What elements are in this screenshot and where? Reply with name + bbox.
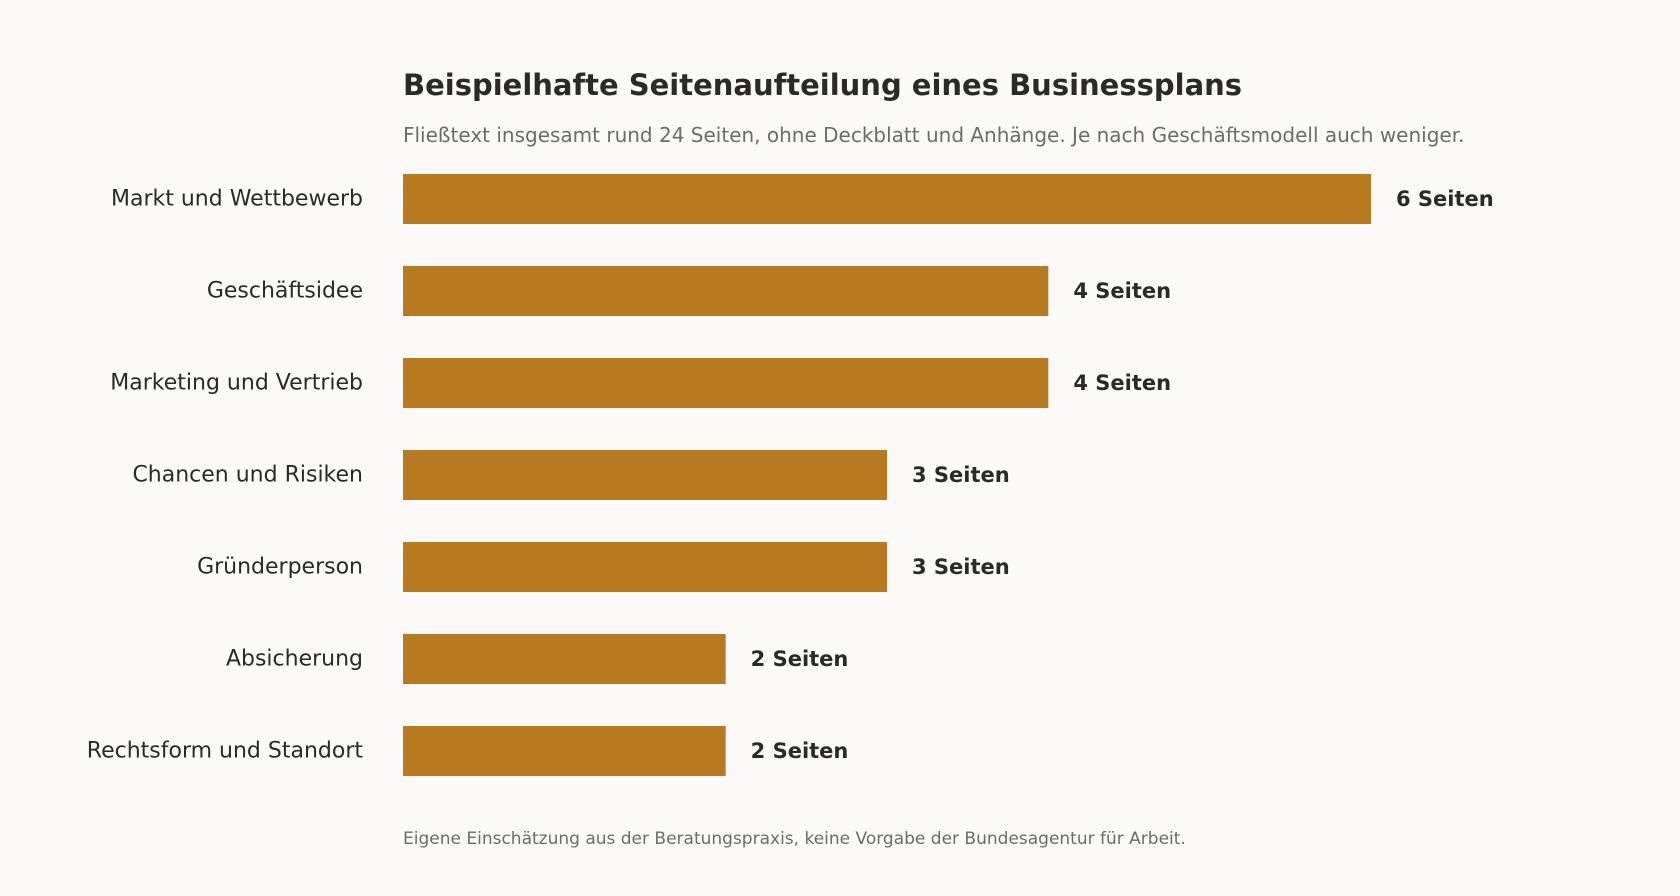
bar-0 — [403, 174, 1371, 224]
bar-3 — [403, 450, 887, 500]
category-label: Rechtsform und Standort — [87, 739, 364, 764]
category-label: Gründerperson — [197, 555, 363, 580]
bar-2 — [403, 358, 1049, 408]
value-label: 3 Seiten — [912, 463, 1010, 487]
value-label: 2 Seiten — [751, 647, 849, 671]
bar-6 — [403, 726, 726, 776]
bar-1 — [403, 266, 1049, 316]
value-label: 4 Seiten — [1073, 279, 1171, 303]
bar-4 — [403, 542, 887, 592]
chart-title: Beispielhafte Seitenaufteilung eines Bus… — [403, 68, 1243, 102]
category-label: Markt und Wettbewerb — [111, 187, 363, 212]
value-label: 3 Seiten — [912, 555, 1010, 579]
category-label: Absicherung — [226, 647, 363, 672]
bar-5 — [403, 634, 726, 684]
chart-subtitle: Fließtext insgesamt rund 24 Seiten, ohne… — [403, 123, 1465, 147]
value-label: 6 Seiten — [1396, 187, 1494, 211]
value-label: 4 Seiten — [1073, 371, 1171, 395]
value-label: 2 Seiten — [751, 739, 849, 763]
chart-source-note: Eigene Einschätzung aus der Beratungspra… — [403, 829, 1186, 849]
category-label: Chancen und Risiken — [132, 463, 363, 488]
category-label: Geschäftsidee — [207, 279, 363, 304]
category-label: Marketing und Vertrieb — [110, 371, 363, 396]
